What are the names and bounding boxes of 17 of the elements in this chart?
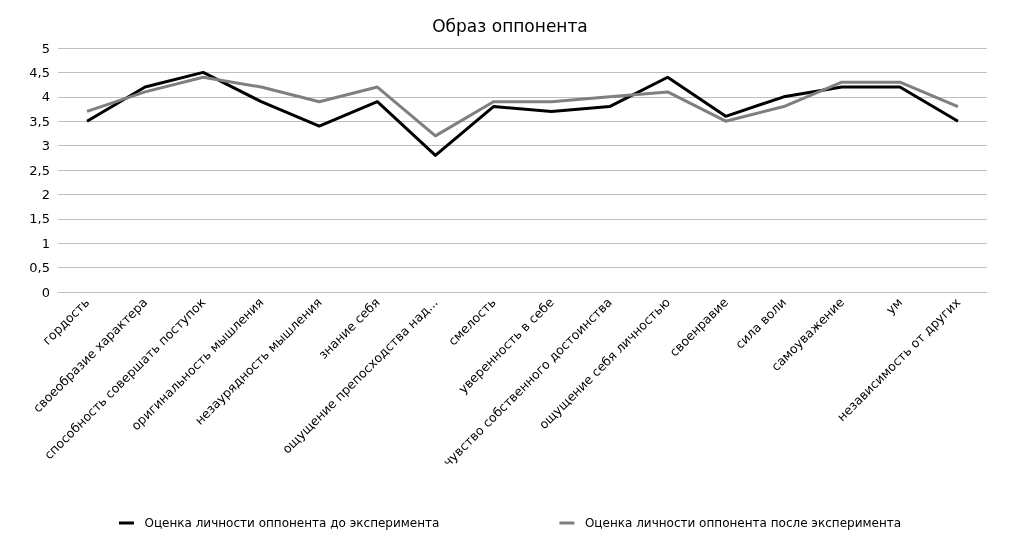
legend-label: Оценка личности оппонента после эксперимента xyxy=(584,516,902,530)
chart-title: Образ оппонента xyxy=(432,15,588,36)
legend-label: Оценка личности оппонента до эксперимента xyxy=(144,516,440,530)
y-tick-label: 2,5 xyxy=(29,162,50,178)
y-tick-label: 1,5 xyxy=(29,211,50,227)
y-tick-label: 1 xyxy=(41,235,50,251)
line-series xyxy=(85,75,960,138)
y-tick-label: 5 xyxy=(41,40,50,56)
y-tick-label: 4 xyxy=(41,89,50,105)
y-tick-label: 0 xyxy=(41,284,50,300)
line-series xyxy=(85,70,960,157)
y-tick-label: 4,5 xyxy=(29,64,50,80)
y-tick-label: 0,5 xyxy=(29,260,50,276)
x-tick-label: ум xyxy=(882,294,906,318)
y-tick-label: 3,5 xyxy=(29,113,50,129)
y-tick-label: 3 xyxy=(41,138,50,154)
y-tick-label: 2 xyxy=(41,186,50,202)
